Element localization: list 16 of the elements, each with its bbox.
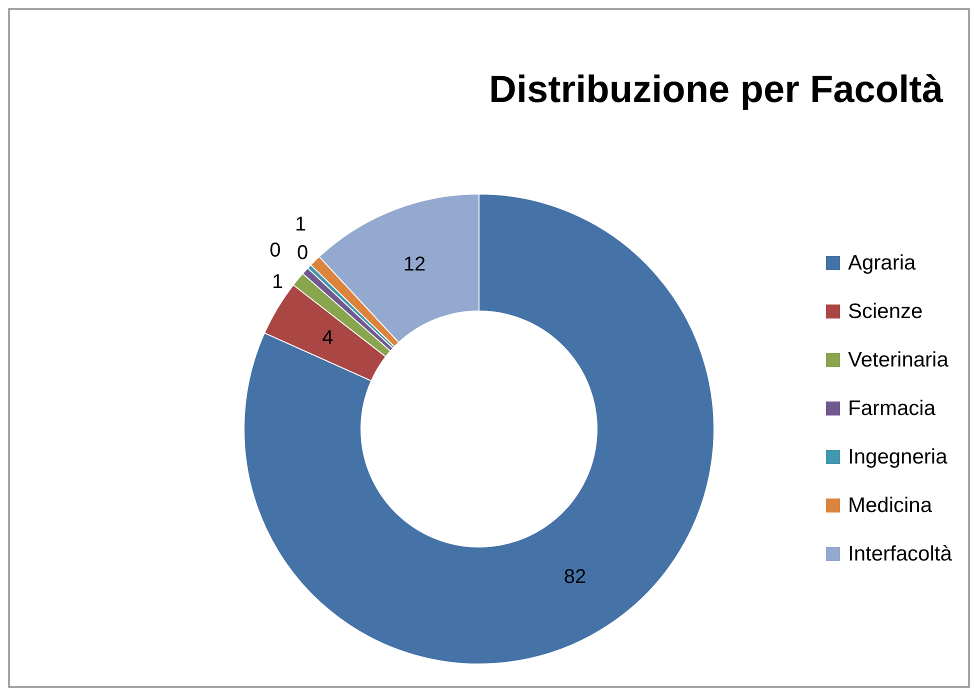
legend-label: Agraria	[848, 252, 916, 274]
legend-label: Farmacia	[848, 397, 936, 420]
data-label: 1	[272, 270, 284, 293]
data-label: 1	[294, 214, 306, 236]
chart-title: Distribuzione per Facoltà	[489, 69, 944, 111]
data-label: 0	[296, 242, 308, 264]
legend-label: Interfacoltà	[848, 542, 952, 566]
legend-label: Medicina	[848, 494, 932, 517]
data-label: 0	[270, 239, 281, 262]
legend-label: Veterinaria	[848, 348, 949, 372]
data-label: 82	[564, 566, 586, 588]
legend-label: Ingegneria	[848, 446, 948, 468]
data-label: 4	[322, 327, 334, 350]
donut-slice	[244, 194, 714, 664]
data-label: 12	[403, 254, 426, 276]
legend-label: Scienze	[848, 300, 923, 323]
